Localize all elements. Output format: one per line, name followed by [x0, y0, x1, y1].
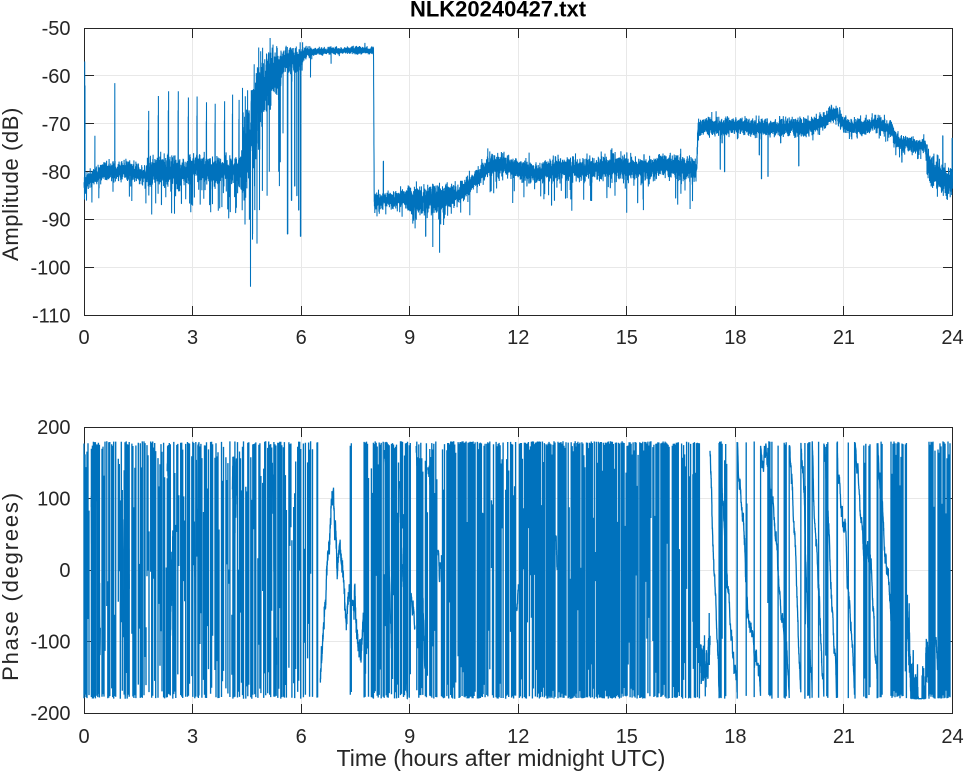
- svg-text:12: 12: [507, 726, 529, 748]
- svg-text:-200: -200: [30, 703, 70, 725]
- svg-text:9: 9: [404, 726, 415, 748]
- svg-text:200: 200: [37, 417, 70, 439]
- svg-text:-100: -100: [30, 258, 70, 280]
- svg-text:0: 0: [78, 726, 89, 748]
- svg-text:Phase (degrees): Phase (degrees): [0, 491, 23, 681]
- svg-text:6: 6: [296, 327, 307, 349]
- svg-text:NLK20240427.txt: NLK20240427.txt: [410, 0, 587, 22]
- svg-text:-60: -60: [42, 66, 71, 88]
- svg-text:-100: -100: [30, 632, 70, 654]
- svg-text:24: 24: [941, 726, 963, 748]
- svg-text:-80: -80: [42, 162, 71, 184]
- svg-text:21: 21: [833, 327, 855, 349]
- svg-text:100: 100: [37, 489, 70, 511]
- svg-text:9: 9: [404, 327, 415, 349]
- svg-text:-50: -50: [42, 18, 71, 40]
- svg-text:Amplitude (dB): Amplitude (dB): [0, 107, 23, 261]
- svg-text:Time (hours after midnight UTC: Time (hours after midnight UTC): [337, 745, 666, 771]
- svg-text:15: 15: [616, 327, 638, 349]
- svg-text:0: 0: [59, 560, 70, 582]
- svg-text:3: 3: [187, 726, 198, 748]
- svg-text:18: 18: [724, 726, 746, 748]
- svg-text:-90: -90: [42, 210, 71, 232]
- svg-text:21: 21: [833, 726, 855, 748]
- svg-text:0: 0: [78, 327, 89, 349]
- svg-text:24: 24: [941, 327, 963, 349]
- svg-text:12: 12: [507, 327, 529, 349]
- svg-text:3: 3: [187, 327, 198, 349]
- svg-text:6: 6: [296, 726, 307, 748]
- svg-text:15: 15: [616, 726, 638, 748]
- svg-text:-110: -110: [32, 306, 71, 328]
- svg-text:-70: -70: [42, 114, 71, 136]
- svg-text:18: 18: [724, 327, 746, 349]
